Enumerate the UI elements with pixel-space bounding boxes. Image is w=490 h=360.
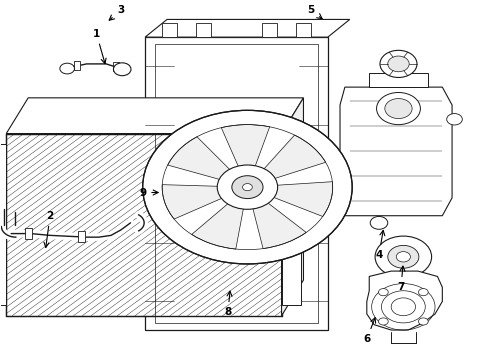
Wedge shape xyxy=(162,185,227,219)
Wedge shape xyxy=(221,125,270,171)
Circle shape xyxy=(114,63,131,76)
Bar xyxy=(78,231,85,242)
Polygon shape xyxy=(6,98,303,134)
Circle shape xyxy=(60,63,74,74)
Circle shape xyxy=(396,252,411,262)
Circle shape xyxy=(370,216,388,229)
Wedge shape xyxy=(252,200,306,249)
Wedge shape xyxy=(192,201,244,249)
Text: 4: 4 xyxy=(375,230,385,260)
Circle shape xyxy=(375,236,432,278)
Polygon shape xyxy=(367,271,442,330)
Polygon shape xyxy=(0,144,6,305)
Text: 5: 5 xyxy=(307,5,322,19)
Polygon shape xyxy=(282,98,303,316)
Text: 9: 9 xyxy=(139,188,158,198)
Polygon shape xyxy=(369,73,428,87)
Circle shape xyxy=(217,165,278,209)
Polygon shape xyxy=(6,134,282,316)
Circle shape xyxy=(388,56,409,72)
Text: 3: 3 xyxy=(109,5,124,20)
Polygon shape xyxy=(282,144,301,305)
Circle shape xyxy=(378,289,388,296)
Wedge shape xyxy=(168,137,233,181)
Circle shape xyxy=(378,318,388,325)
Circle shape xyxy=(143,111,352,264)
Polygon shape xyxy=(196,23,211,37)
Circle shape xyxy=(418,318,428,325)
Circle shape xyxy=(388,246,419,268)
Circle shape xyxy=(232,176,263,199)
Circle shape xyxy=(385,99,412,118)
Text: 7: 7 xyxy=(397,266,405,292)
Circle shape xyxy=(418,289,428,296)
Bar xyxy=(74,61,80,70)
Text: 6: 6 xyxy=(363,318,376,344)
Polygon shape xyxy=(340,87,452,216)
Text: 1: 1 xyxy=(93,28,106,64)
Polygon shape xyxy=(262,23,277,37)
Circle shape xyxy=(376,93,420,125)
Bar xyxy=(25,228,31,239)
Circle shape xyxy=(243,184,252,191)
Bar xyxy=(113,62,119,71)
Text: 8: 8 xyxy=(224,291,232,317)
Wedge shape xyxy=(261,135,326,180)
Circle shape xyxy=(447,113,462,125)
Circle shape xyxy=(380,50,417,77)
Polygon shape xyxy=(145,37,328,330)
Wedge shape xyxy=(269,182,333,216)
Polygon shape xyxy=(162,23,177,37)
Text: 2: 2 xyxy=(44,211,54,247)
Polygon shape xyxy=(296,23,311,37)
Polygon shape xyxy=(155,44,318,323)
Polygon shape xyxy=(145,19,350,37)
